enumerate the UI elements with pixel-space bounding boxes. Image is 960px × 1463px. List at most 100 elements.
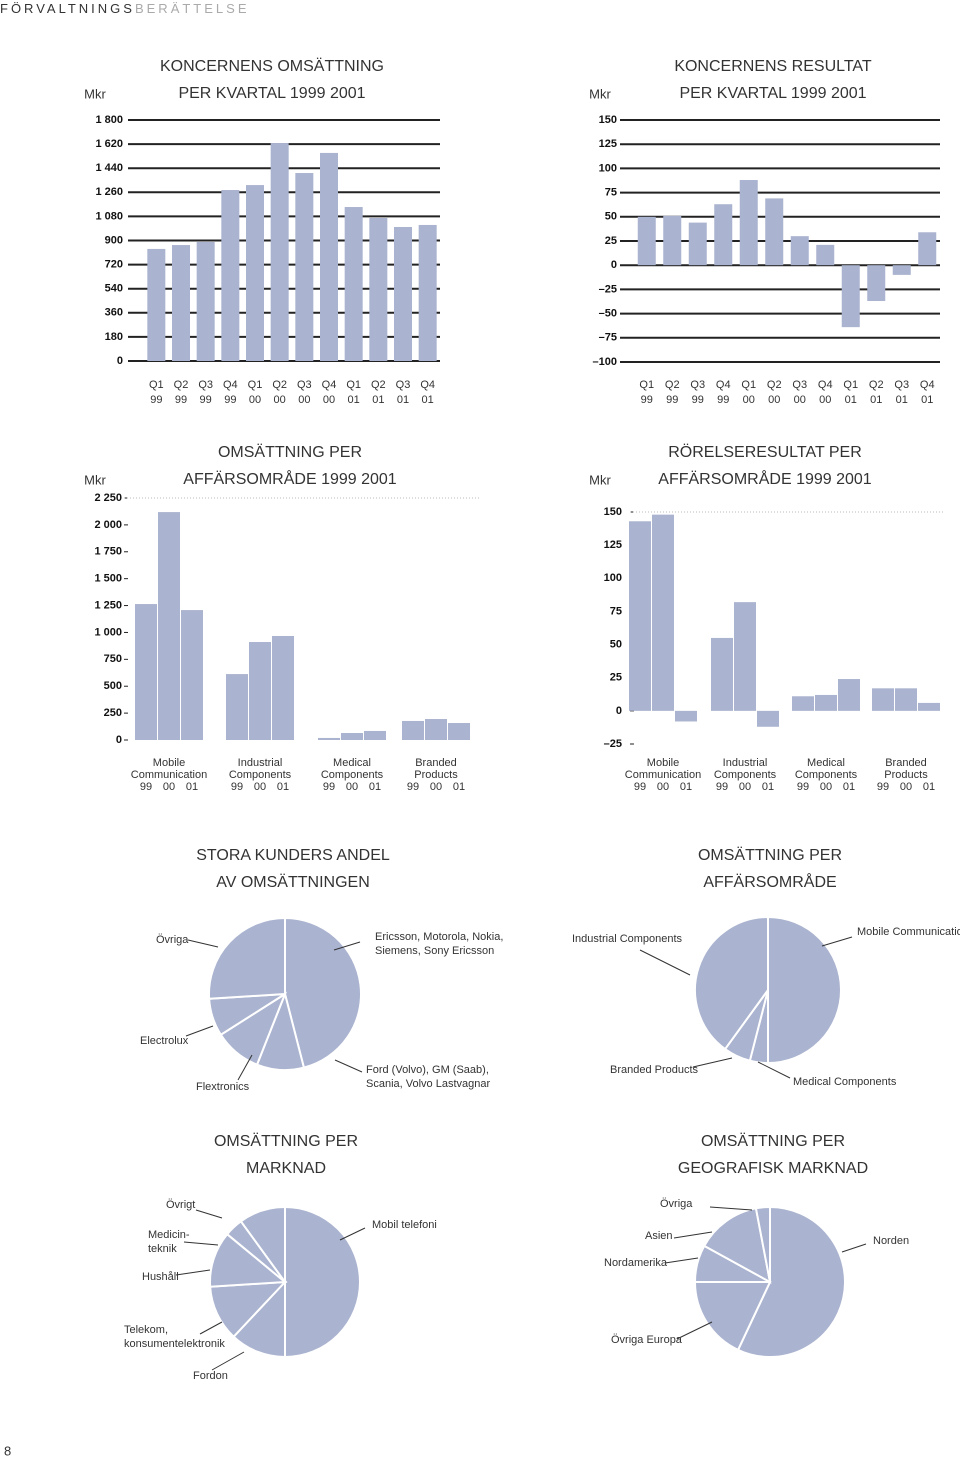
x-tick-label: Q4 00 <box>818 379 833 406</box>
y-tick-label: 0 <box>611 259 617 271</box>
bar <box>652 514 674 711</box>
slice-label: Hushåll <box>142 1271 179 1283</box>
y-tick-label: 540 <box>105 283 123 295</box>
slice-label: Mobile Communication <box>857 926 960 938</box>
leader-line <box>333 941 361 951</box>
bar <box>196 241 215 361</box>
bar <box>765 198 784 266</box>
bar <box>688 222 707 266</box>
leader-line <box>841 1243 867 1253</box>
y-tick-label: 180 <box>105 331 123 343</box>
bar <box>418 224 437 361</box>
y-axis-label: Mkr <box>84 472 106 487</box>
y-tick-label: 50 <box>605 211 617 223</box>
slice-label: Medical Components <box>793 1076 897 1088</box>
bar <box>341 733 363 740</box>
leader-line <box>676 1321 713 1340</box>
bar <box>272 635 294 740</box>
pie-slice <box>693 1281 772 1352</box>
x-tick-label: Q2 00 <box>272 379 287 406</box>
pie-slice <box>239 1205 286 1286</box>
x-tick-label: Q2 01 <box>371 379 386 406</box>
bar <box>270 143 289 361</box>
x-tick-label: Q3 99 <box>198 379 213 406</box>
y-tick-label: 150 <box>599 114 617 126</box>
bar <box>135 604 157 740</box>
y-tick-label: 0 <box>616 705 622 717</box>
leader-line <box>237 1054 253 1081</box>
page-number: 8 <box>4 1443 11 1458</box>
series-label: 00 <box>430 781 442 793</box>
bar <box>892 265 911 275</box>
y-tick-label: 500 <box>104 680 122 692</box>
bar <box>714 204 733 266</box>
series-label: 99 <box>140 781 152 793</box>
y-tick-label: 100 <box>599 162 617 174</box>
pie-slice <box>284 916 362 1069</box>
bar <box>221 190 240 361</box>
y-tick-label: 2 250 <box>94 492 122 504</box>
bar <box>792 696 814 711</box>
y-tick-label: 25 <box>605 235 617 247</box>
chart-title: RÖRELSERESULTAT PER AFFÄRSOMRÅDE 1999 200… <box>658 443 872 488</box>
leader-line <box>211 1351 245 1371</box>
x-tick-label: Branded Products <box>884 757 928 781</box>
x-tick-label: Medical Components <box>795 757 858 781</box>
y-tick-label: 1 260 <box>95 186 123 198</box>
y-tick-label: 1 750 <box>94 546 122 558</box>
bar <box>739 180 758 266</box>
bar <box>172 245 190 361</box>
x-tick-label: Q1 00 <box>248 379 263 406</box>
bar <box>815 694 837 711</box>
bar <box>246 185 264 361</box>
series-label: 99 <box>716 781 728 793</box>
leader-line <box>334 1059 363 1073</box>
y-tick-label: 75 <box>605 187 617 199</box>
y-tick-label: 360 <box>105 307 123 319</box>
slice-label: Telekom, konsumentelektronik <box>124 1324 225 1350</box>
x-tick-label: Q4 99 <box>223 379 238 406</box>
leader-line <box>199 1321 223 1335</box>
bar <box>841 265 860 328</box>
y-axis-label: Mkr <box>589 472 611 487</box>
bar <box>816 244 835 266</box>
chart-title: OMSÄTTNING PER GEOGRAFISK MARKNAD <box>678 1132 868 1177</box>
bar <box>425 719 447 740</box>
x-tick-label: Q1 01 <box>843 379 858 406</box>
x-tick-label: Q1 99 <box>149 379 164 406</box>
series-label: 01 <box>843 781 855 793</box>
x-tick-label: Q3 01 <box>894 379 909 406</box>
bar <box>757 710 779 727</box>
y-tick-label: 1 000 <box>94 626 122 638</box>
leader-line <box>692 1057 733 1068</box>
x-tick-label: Q1 00 <box>741 379 756 406</box>
leader-line <box>187 939 219 948</box>
leader-line <box>757 1061 791 1079</box>
y-tick-label: 250 <box>104 707 122 719</box>
bar <box>448 723 470 740</box>
bar <box>663 215 682 266</box>
chart-title: KONCERNENS RESULTAT PER KVARTAL 1999 2001 <box>674 58 872 102</box>
x-tick-label: Q2 99 <box>665 379 680 406</box>
series-label: 01 <box>369 781 381 793</box>
x-tick-label: Q2 00 <box>767 379 782 406</box>
pie-slice <box>284 1205 361 1359</box>
slice-label: Övrigt <box>166 1199 195 1211</box>
series-label: 99 <box>877 781 889 793</box>
slice-label: Electrolux <box>140 1035 189 1047</box>
x-tick-label: Q3 99 <box>690 379 705 406</box>
y-tick-label: 50 <box>610 638 622 650</box>
series-label: 99 <box>323 781 335 793</box>
y-tick-label: 100 <box>604 572 622 584</box>
y-tick-label: 0 <box>117 355 123 367</box>
x-tick-label: Branded Products <box>414 757 458 781</box>
pie-slice <box>754 1205 771 1283</box>
y-tick-label: 150 <box>604 506 622 518</box>
series-label: 00 <box>657 781 669 793</box>
x-tick-label: Q1 99 <box>639 379 654 406</box>
header-dark: FÖRVALTNINGS <box>0 1 135 16</box>
leader-line <box>185 1025 214 1037</box>
bar <box>675 710 697 722</box>
chart-title: OMSÄTTNING PER AFFÄRSOMRÅDE 1999 2001 <box>183 443 397 488</box>
